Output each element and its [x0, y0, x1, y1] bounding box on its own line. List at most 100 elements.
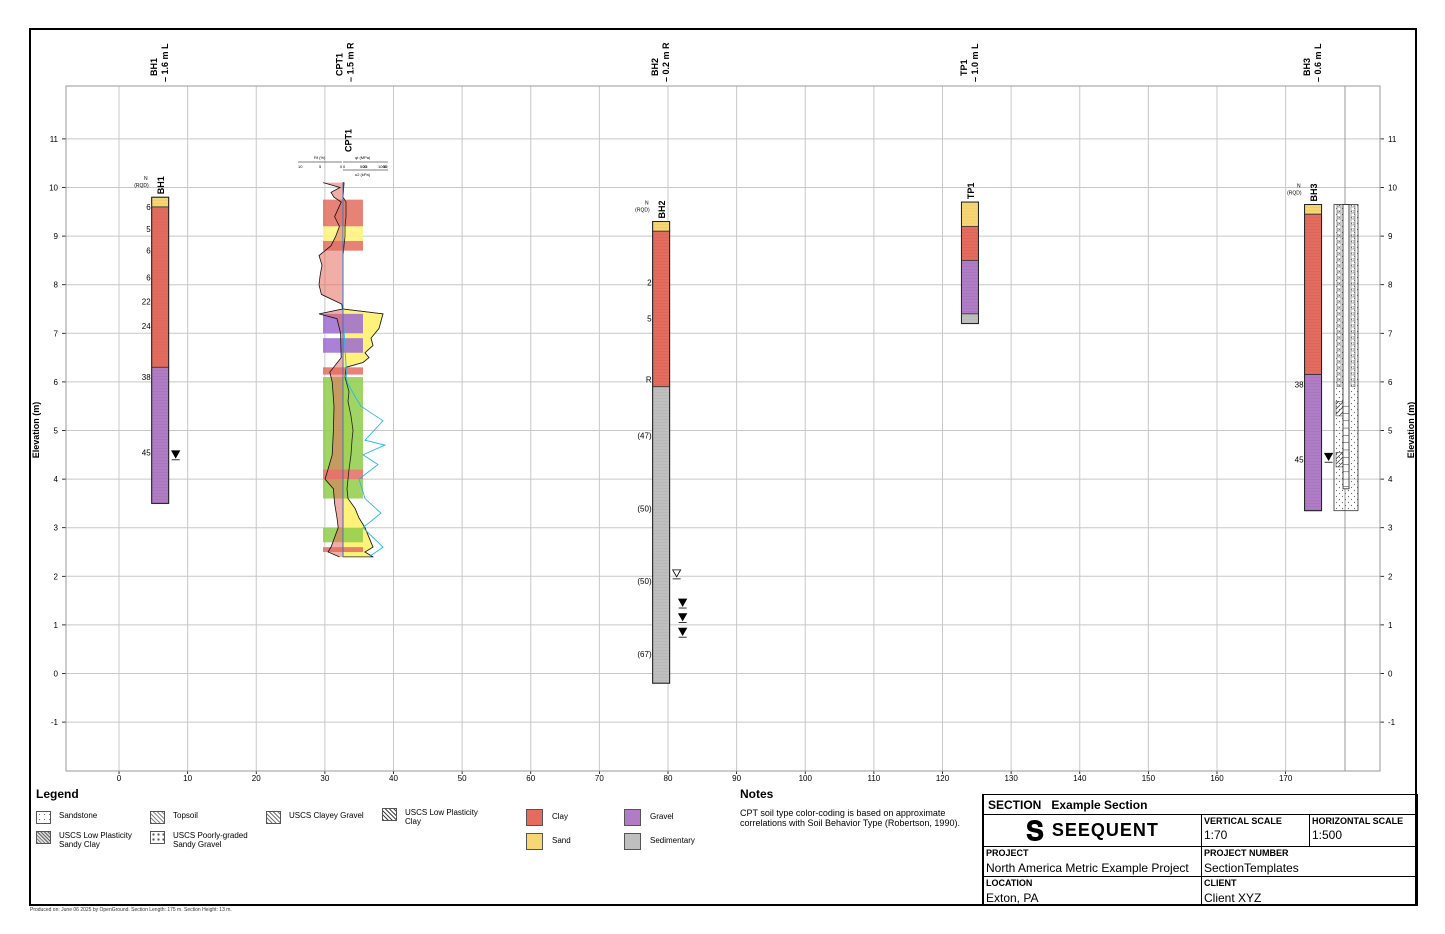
cpt-qt-tick: 0	[343, 164, 346, 169]
water-level-icon	[677, 613, 688, 622]
borehole-offset-BH3: – 0.6 m L	[1313, 43, 1323, 82]
y-tick-label-right: 11	[1388, 135, 1397, 144]
legend-swatch	[36, 831, 51, 844]
horizontal-scale-value: 1:500	[1312, 828, 1343, 842]
y-tick-label-left: 0	[54, 670, 59, 679]
legend-item: Clay	[526, 809, 622, 826]
legend-swatch	[624, 809, 641, 826]
legend-label: Sand	[552, 836, 571, 845]
spt-n-value: (50)	[637, 504, 652, 513]
project-label: PROJECT	[986, 848, 1029, 858]
cpt-qt-tick: 50	[383, 164, 388, 169]
legend-label: USCS Low Plasticity Sandy Clay	[59, 831, 132, 849]
legend-label: USCS Clayey Gravel	[289, 811, 364, 820]
y-tick-label-right: 0	[1388, 670, 1393, 679]
y-tick-label-left: 7	[54, 329, 59, 338]
spt-n-value: R	[646, 375, 652, 384]
layer-clay	[961, 225, 979, 261]
client-value: Client XYZ	[1204, 891, 1262, 905]
legend-title: Legend	[36, 787, 79, 801]
section-label: SECTION	[988, 798, 1042, 812]
legend-label: Sandstone	[59, 811, 98, 820]
spt-n-value: 38	[1295, 380, 1304, 389]
legend-item: Gravel	[624, 809, 720, 826]
spt-n-value: 45	[1295, 456, 1304, 465]
x-tick-label: 20	[252, 774, 261, 783]
legend-label: Sedimentary	[650, 836, 695, 845]
n-header: N	[1297, 184, 1301, 190]
spt-n-value: (67)	[637, 650, 652, 659]
y-tick-label-right: 7	[1388, 329, 1393, 338]
borehole-offset-BH1: – 1.6 m L	[160, 43, 170, 82]
y-tick-label-right: 2	[1388, 572, 1393, 581]
borehole-column-label-BH1: BH1	[156, 176, 166, 194]
section-name: Example Section	[1051, 798, 1148, 812]
spt-n-value: (50)	[637, 577, 652, 586]
y-tick-label-left: 5	[54, 427, 59, 436]
location-label: LOCATION	[986, 878, 1033, 888]
legend-swatch	[150, 811, 165, 824]
rqd-header: (RQD)	[635, 208, 650, 214]
vertical-scale-label: VERTICAL SCALE	[1204, 816, 1282, 826]
spt-n-value: 22	[142, 298, 151, 307]
x-tick-label: 130	[1004, 774, 1018, 783]
y-tick-label-right: 8	[1388, 281, 1393, 290]
spt-n-value: 5	[647, 315, 652, 324]
x-tick-label: 80	[664, 774, 673, 783]
cpt-rf-label: Rf (%)	[314, 155, 326, 160]
legend-item: USCS Low Plasticity Sandy Clay	[36, 831, 139, 849]
y-axis-label-right: Elevation (m)	[1406, 402, 1416, 459]
legend-swatch	[526, 809, 543, 826]
cpt-u2-tick: 1000	[378, 164, 388, 169]
x-tick-label: 30	[320, 774, 329, 783]
x-tick-label: 10	[183, 774, 192, 783]
borehole-column-BH2	[652, 221, 671, 684]
vertical-scale-value: 1:70	[1204, 828, 1228, 842]
y-tick-label-right: -1	[1388, 718, 1396, 727]
x-tick-label: 170	[1279, 774, 1293, 783]
legend-item: Sand	[526, 833, 622, 850]
layer-gravel	[961, 259, 979, 315]
spt-n-value: 6	[146, 247, 151, 256]
x-tick-label: 100	[799, 774, 813, 783]
title-block: SECTION Example Section 𝐒 SEEQUENT VERTI…	[982, 794, 1418, 906]
legend-swatch	[36, 811, 51, 824]
x-tick-label: 120	[936, 774, 950, 783]
logo-cell: 𝐒 SEEQUENT	[984, 815, 1202, 847]
n-header: N	[645, 201, 649, 207]
y-tick-label-left: -1	[51, 718, 59, 727]
water-level-icon	[671, 569, 682, 578]
spt-n-value: 6	[146, 273, 151, 282]
spt-n-value: 24	[142, 322, 151, 331]
y-tick-label-left: 1	[54, 621, 59, 630]
x-tick-label: 50	[458, 774, 467, 783]
cpt-rf-trace	[318, 182, 343, 558]
location-cell: LOCATION Exton, PA	[984, 877, 1202, 905]
x-tick-label: 60	[526, 774, 535, 783]
y-tick-label-right: 1	[1388, 621, 1393, 630]
borehole-column-TP1	[960, 201, 979, 325]
cpt-u2-tick: 500	[360, 164, 367, 169]
y-tick-label-left: 10	[49, 184, 58, 193]
x-tick-label: 140	[1073, 774, 1087, 783]
legend-item: Sedimentary	[624, 833, 720, 850]
project-number-value: SectionTemplates	[1204, 861, 1299, 875]
x-tick-label: 40	[389, 774, 398, 783]
layer-sand	[151, 196, 170, 208]
water-level-icon	[677, 598, 688, 607]
x-tick-label: 70	[595, 774, 604, 783]
water-level-icon	[677, 627, 688, 636]
plot-border	[65, 85, 1381, 772]
spt-n-value: (47)	[637, 431, 652, 440]
y-tick-label-right: 9	[1388, 232, 1393, 241]
project-number-label: PROJECT NUMBER	[1204, 848, 1289, 858]
location-value: Exton, PA	[986, 891, 1039, 905]
spt-n-value: 5	[146, 225, 151, 234]
borehole-title-BH2: BH2	[650, 58, 660, 76]
project-number-cell: PROJECT NUMBER SectionTemplates	[1202, 847, 1418, 877]
cpt-rf-tick: 0	[340, 164, 343, 169]
rqd-header: (RQD)	[134, 183, 149, 189]
notes-text: CPT soil type color-coding is based on a…	[740, 808, 960, 828]
y-tick-label-right: 10	[1388, 184, 1397, 193]
